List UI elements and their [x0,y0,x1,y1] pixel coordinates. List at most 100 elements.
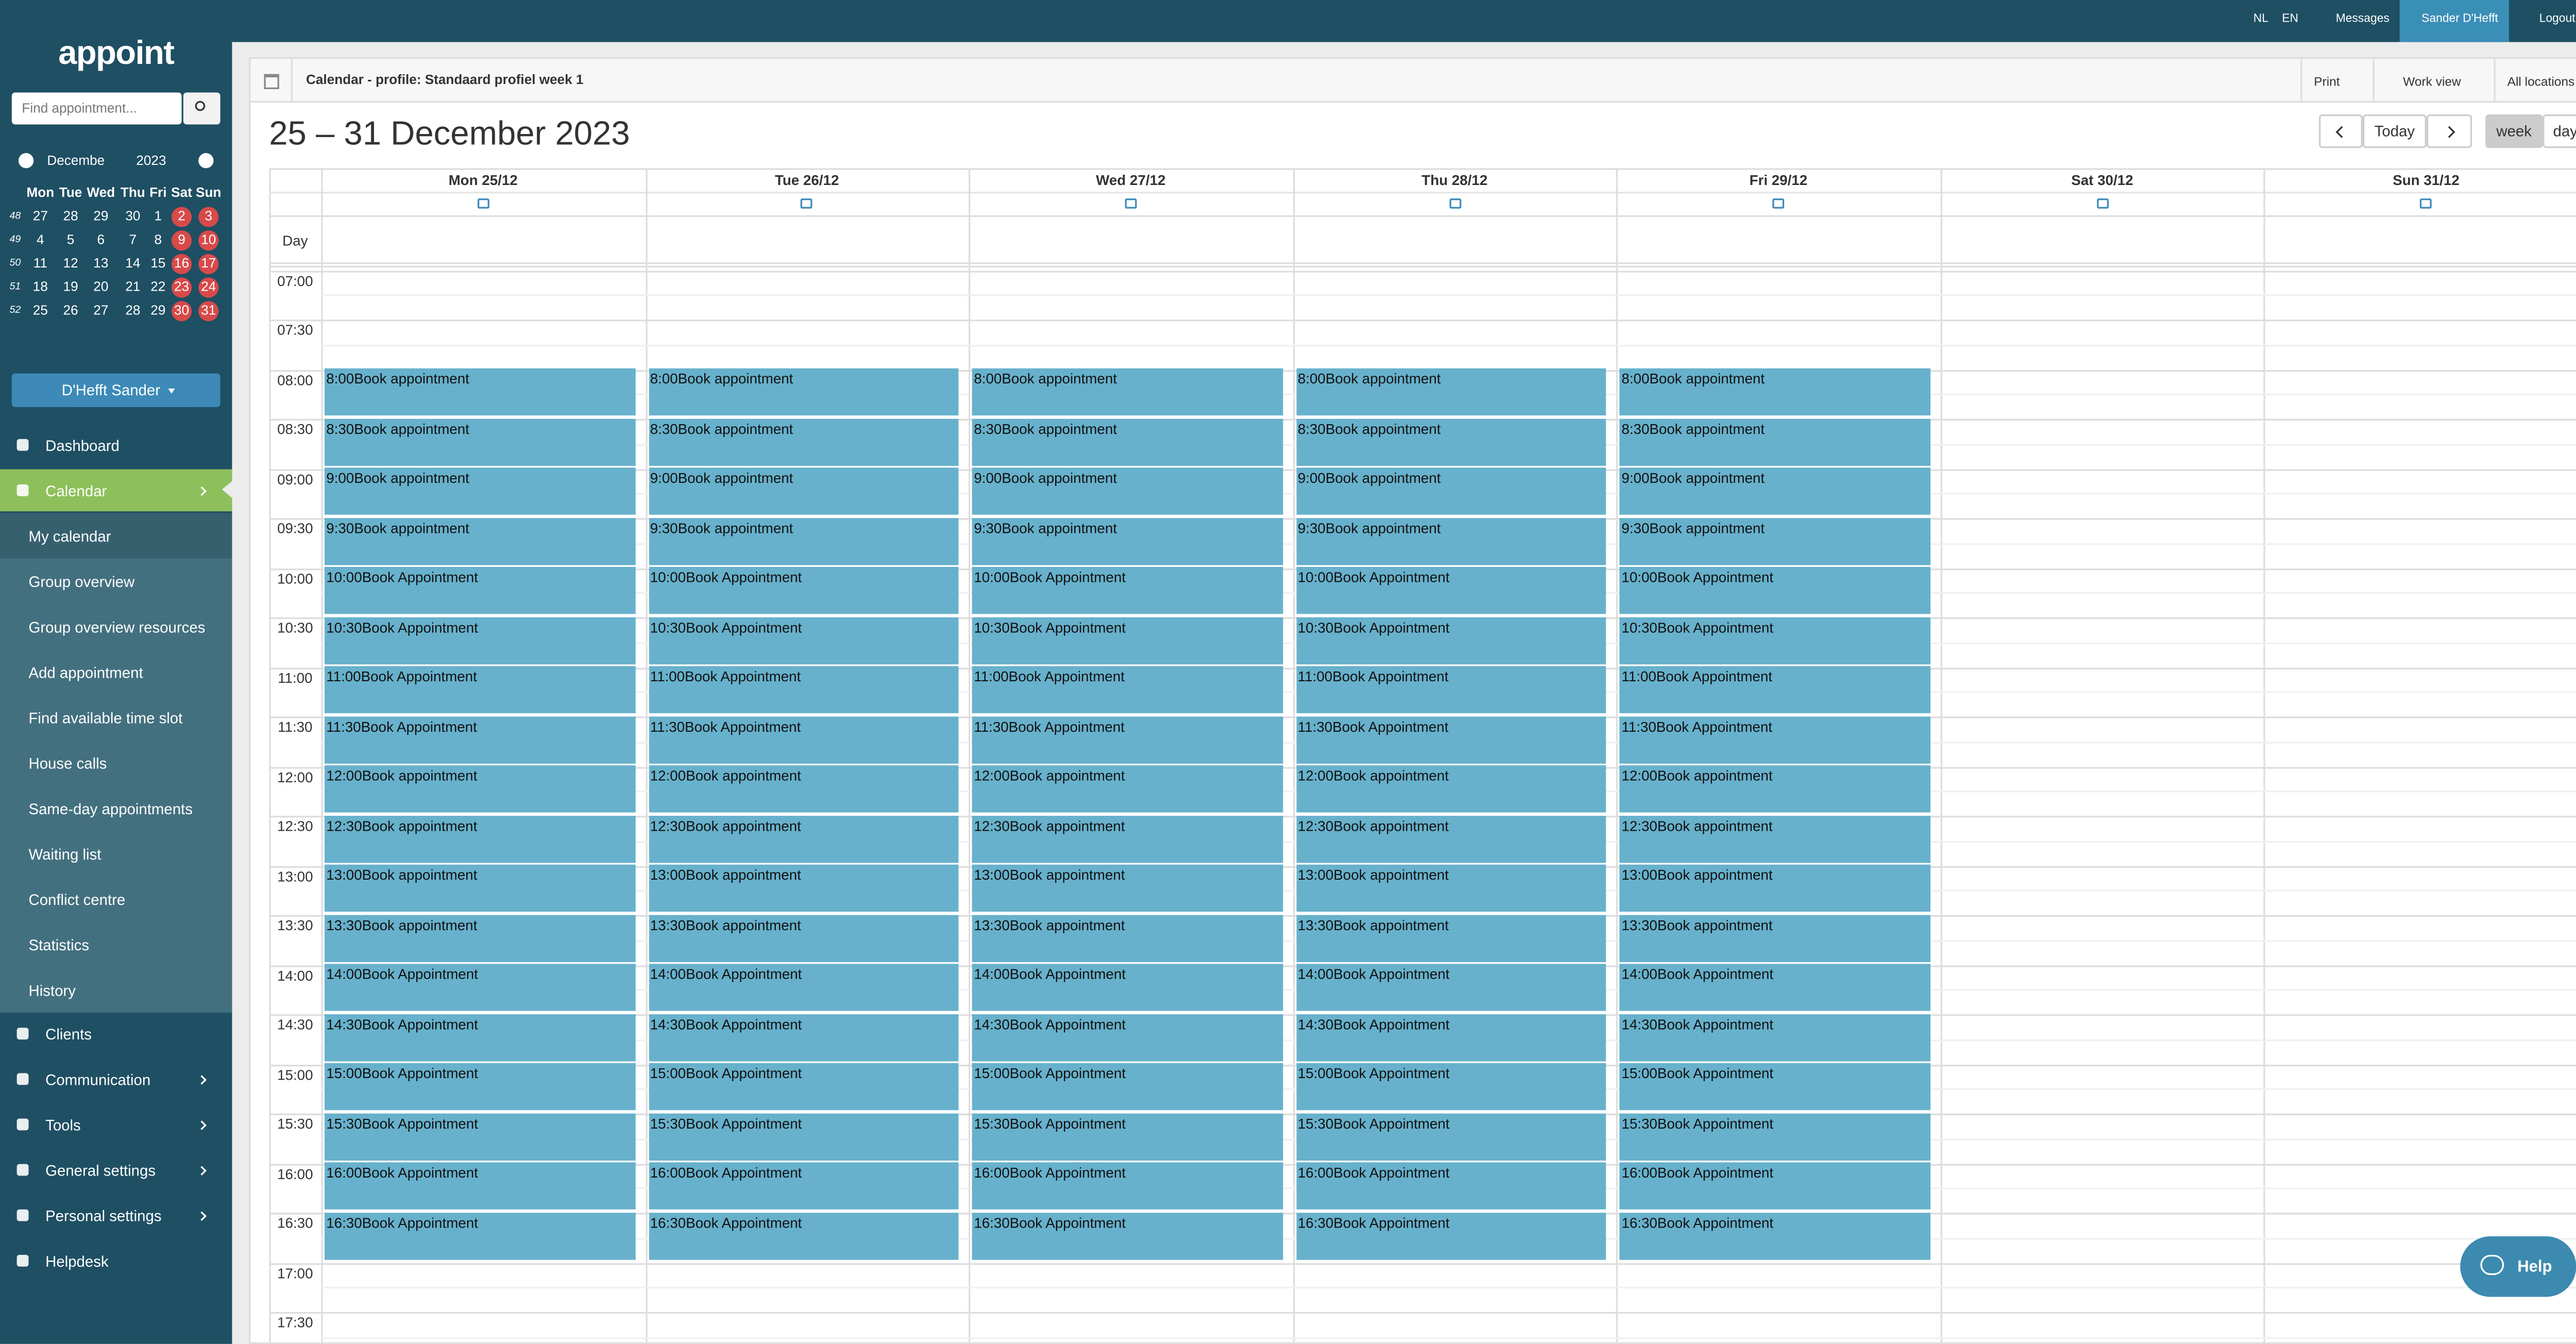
appointment-slot[interactable]: 12:00Book appointment [324,765,635,813]
appointment-slot[interactable]: 10:30Book Appointment [972,616,1283,664]
appointment-slot[interactable]: 14:30Book Appointment [648,1013,959,1061]
appointment-slot[interactable]: 9:30Book appointment [972,517,1283,565]
print-day-icon[interactable] [2096,198,2108,209]
mini-day[interactable]: 9 [178,231,185,247]
appointment-slot[interactable]: 10:30Book Appointment [648,616,959,664]
print-day-icon[interactable] [1125,198,1137,209]
appointment-slot[interactable]: 13:30Book appointment [972,914,1283,962]
mini-day[interactable]: 25 [32,301,48,317]
appointment-slot[interactable]: 12:00Book appointment [1620,765,1930,813]
menu-item[interactable]: Clients [45,1025,92,1043]
print-day-icon[interactable] [801,198,813,209]
submenu-item[interactable]: My calendar [28,527,111,544]
appointment-slot[interactable]: 14:30Book Appointment [1296,1013,1606,1061]
appointment-slot[interactable]: 8:30Book appointment [1296,418,1606,465]
appointment-slot[interactable]: 16:30Book Appointment [1296,1212,1606,1259]
print-day-icon[interactable] [2420,198,2432,209]
today-button[interactable] [2362,114,2427,148]
appointment-slot[interactable]: 10:00Book Appointment [324,566,635,614]
appointment-slot[interactable]: 12:00Book appointment [1296,765,1606,813]
appointment-slot[interactable]: 16:30Book Appointment [972,1212,1283,1259]
mini-day[interactable]: 3 [205,208,212,223]
mini-day[interactable]: 18 [32,278,48,294]
appointment-slot[interactable]: 10:00Book Appointment [1620,566,1930,614]
submenu-item[interactable]: House calls [28,754,107,771]
appointment-slot[interactable]: 10:30Book Appointment [1620,616,1930,664]
mini-day[interactable]: 24 [201,278,216,294]
submenu-item[interactable]: Same-day appointments [28,800,193,817]
appointment-slot[interactable]: 11:00Book Appointment [648,666,959,713]
mini-day[interactable]: 27 [93,301,109,317]
next-button[interactable] [2426,114,2472,148]
toolbar-button[interactable] [2300,59,2371,103]
submenu-item[interactable]: Group overview [28,573,135,590]
menu-item[interactable]: Tools [45,1116,81,1133]
appointment-slot[interactable]: 15:00Book Appointment [972,1063,1283,1111]
appointment-slot[interactable]: 14:00Book Appointment [324,964,635,1011]
appointment-slot[interactable]: 11:30Book Appointment [324,715,635,763]
mini-day[interactable]: 15 [150,255,166,270]
appointment-slot[interactable]: 9:00Book appointment [1620,467,1930,515]
appointment-slot[interactable]: 14:30Book Appointment [324,1013,635,1061]
mini-day[interactable]: 21 [125,278,141,294]
mini-day[interactable]: 31 [201,301,216,317]
menu-item[interactable]: Calendar [45,482,107,499]
appointment-slot[interactable]: 11:00Book Appointment [972,666,1283,713]
appointment-slot[interactable]: 9:00Book appointment [324,467,635,515]
language[interactable]: EN [2282,13,2299,25]
appointment-slot[interactable]: 13:00Book appointment [648,864,959,912]
appointment-slot[interactable]: 16:00Book Appointment [1296,1162,1606,1209]
appointment-slot[interactable]: 14:30Book Appointment [972,1013,1283,1061]
mini-day[interactable]: 29 [150,301,166,317]
menu-item[interactable]: Personal settings [45,1206,162,1224]
mini-day[interactable]: 27 [32,208,48,223]
appointment-slot[interactable]: 11:30Book Appointment [972,715,1283,763]
appointment-slot[interactable]: 11:30Book Appointment [1296,715,1606,763]
appointment-slot[interactable]: 9:30Book appointment [1296,517,1606,565]
appointment-slot[interactable]: 15:00Book Appointment [1620,1063,1930,1111]
appointment-slot[interactable]: 8:00Book appointment [324,368,635,416]
mini-day[interactable]: 13 [93,255,109,270]
appointment-slot[interactable]: 13:30Book appointment [1296,914,1606,962]
submenu-item[interactable]: Conflict centre [28,891,126,908]
menu-item[interactable]: Dashboard [45,436,120,453]
appointment-slot[interactable]: 8:30Book appointment [648,418,959,465]
submenu-item[interactable]: Waiting list [28,845,101,862]
mini-day[interactable]: 30 [174,301,190,317]
language[interactable]: NL [2253,13,2268,25]
submenu-item[interactable]: Add appointment [28,663,143,681]
appointment-slot[interactable]: 13:30Book appointment [1620,914,1930,962]
mini-day[interactable]: 29 [93,208,109,223]
day-button[interactable] [2543,114,2576,148]
appointment-slot[interactable]: 11:00Book Appointment [324,666,635,713]
appointment-slot[interactable]: 9:00Book appointment [648,467,959,515]
submenu-item[interactable]: Find available time slot [28,709,183,726]
appointment-slot[interactable]: 8:00Book appointment [1296,368,1606,416]
messages[interactable]: Messages [2335,13,2389,25]
mini-day[interactable]: 16 [174,255,190,270]
appointment-slot[interactable]: 13:30Book appointment [648,914,959,962]
appointment-slot[interactable]: 12:30Book appointment [324,815,635,862]
appointment-slot[interactable]: 15:30Book Appointment [324,1113,635,1160]
appointment-slot[interactable]: 16:00Book Appointment [324,1162,635,1209]
appointment-slot[interactable]: 15:30Book Appointment [648,1113,959,1160]
mini-day[interactable]: 6 [97,231,105,247]
appointment-slot[interactable]: 13:30Book appointment [324,914,635,962]
appointment-slot[interactable]: 15:00Book Appointment [648,1063,959,1111]
appointment-slot[interactable]: 16:00Book Appointment [648,1162,959,1209]
appointment-slot[interactable]: 13:00Book appointment [324,864,635,912]
appointment-slot[interactable]: 14:00Book Appointment [1296,964,1606,1011]
mini-day[interactable]: 4 [37,231,44,247]
mini-day[interactable]: 23 [174,278,190,294]
print-day-icon[interactable] [1772,198,1785,209]
appointment-slot[interactable]: 13:00Book appointment [1296,864,1606,912]
appointment-slot[interactable]: 13:00Book appointment [1620,864,1930,912]
mini-day[interactable]: 11 [33,255,47,270]
submenu-item[interactable]: Statistics [28,936,90,953]
mini-day[interactable]: 19 [63,278,78,294]
appointment-slot[interactable]: 8:00Book appointment [972,368,1283,416]
search-placeholder[interactable]: Find appointment... [22,100,137,115]
appointment-slot[interactable]: 15:30Book Appointment [1620,1113,1930,1160]
appointment-slot[interactable]: 11:00Book Appointment [1296,666,1606,713]
print-day-icon[interactable] [477,198,489,209]
